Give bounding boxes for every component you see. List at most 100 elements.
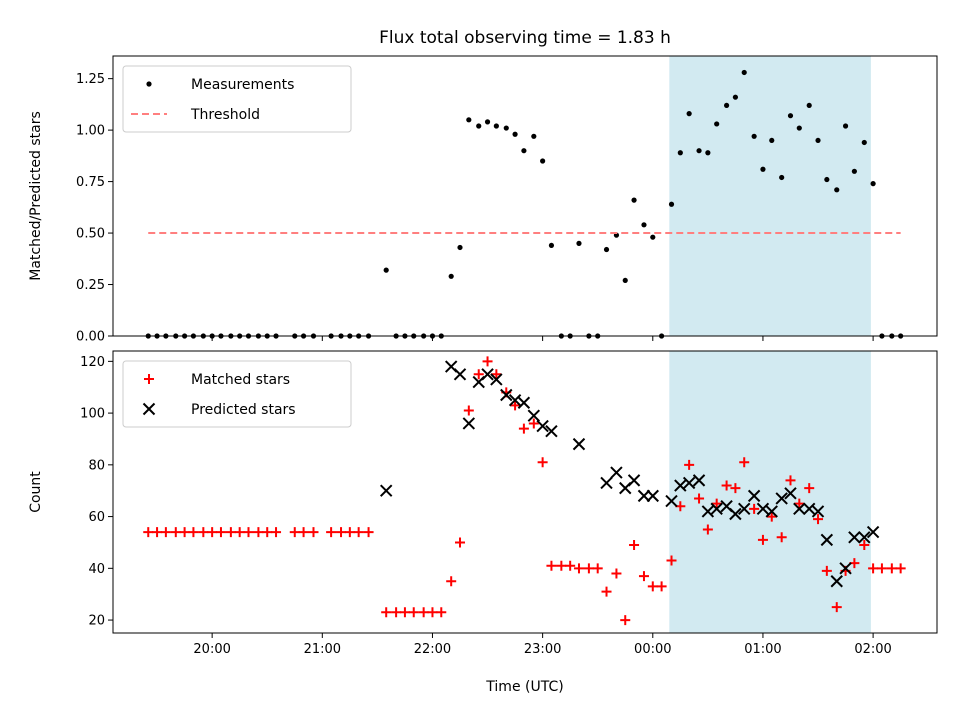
data-point [641, 222, 647, 228]
data-point [462, 417, 476, 430]
data-point [793, 502, 806, 516]
data-point [779, 174, 785, 181]
legend-box [122, 360, 352, 428]
y-tick-label: 80 [88, 458, 105, 473]
data-point [336, 527, 347, 538]
data-point [794, 498, 805, 509]
data-point [583, 563, 594, 574]
data-point [518, 423, 529, 434]
data-point [610, 466, 623, 479]
data-point [769, 137, 775, 144]
data-point [484, 119, 491, 125]
data-point [262, 527, 273, 538]
data-point [482, 356, 493, 367]
data-point [308, 527, 319, 538]
data-point [694, 493, 705, 504]
data-point [455, 537, 466, 548]
observing-window-span [669, 351, 871, 633]
y-tick-label: 1.25 [76, 72, 105, 87]
data-point [466, 117, 472, 123]
y-axis-label: Count [28, 471, 44, 513]
data-point [546, 560, 557, 571]
data-point [859, 540, 870, 551]
data-point [556, 560, 567, 571]
y-tick-label: 120 [80, 355, 105, 370]
data-point [629, 540, 640, 551]
data-point [834, 187, 840, 193]
data-point [537, 457, 548, 468]
data-point [868, 563, 879, 574]
data-point [876, 563, 887, 574]
data-point [601, 586, 612, 597]
data-point [848, 531, 861, 544]
data-point [391, 607, 402, 618]
y-tick-label: 100 [80, 407, 105, 422]
data-point [776, 532, 787, 543]
data-point [545, 424, 558, 438]
data-point [631, 197, 637, 203]
data-point [503, 125, 509, 131]
data-point [160, 527, 171, 538]
data-point [427, 607, 438, 618]
data-point [500, 388, 513, 402]
data-point [702, 524, 713, 535]
data-point [637, 489, 651, 503]
data-point [379, 484, 393, 497]
data-point [710, 502, 723, 516]
data-point [757, 534, 768, 545]
data-point [738, 502, 751, 516]
axes-frame [112, 350, 938, 634]
data-point [647, 581, 658, 592]
data-point [895, 563, 906, 574]
count-panel: 20:00 21:00 22:00 23:00 00:00 01:00 02:00 20 40 6… [28, 350, 938, 657]
y-tick-label: 20 [88, 614, 105, 629]
x-axis-label: Time (UTC) [485, 679, 563, 695]
data-point [784, 487, 797, 500]
data-point [418, 607, 429, 618]
y-tick-label: 60 [88, 510, 105, 525]
data-point [344, 527, 355, 538]
data-point [760, 166, 766, 172]
y-tick-label: 1.00 [76, 124, 105, 139]
data-point [521, 148, 527, 154]
data-point [381, 607, 392, 618]
data-point [824, 176, 830, 183]
data-point [751, 133, 757, 139]
data-point [732, 94, 739, 100]
data-point [512, 131, 518, 137]
data-point [831, 602, 842, 613]
data-point [701, 505, 715, 518]
data-point [714, 121, 720, 127]
data-point [622, 277, 628, 284]
data-point [448, 273, 454, 279]
data-point [493, 123, 499, 129]
data-point [741, 69, 747, 76]
data-point [686, 111, 692, 117]
data-point [603, 246, 610, 253]
y-tick-label: 0.75 [76, 175, 105, 190]
data-point [476, 123, 482, 129]
data-point [565, 560, 576, 571]
data-point [188, 527, 199, 538]
data-point [665, 494, 678, 508]
data-point [491, 369, 502, 380]
data-point [143, 527, 154, 538]
legend-label: Threshold [190, 107, 260, 123]
data-point [536, 419, 549, 433]
data-point [870, 181, 876, 187]
data-point [766, 511, 777, 522]
data-point [684, 459, 695, 470]
x-tick-label: 21:00 [304, 642, 341, 657]
axes-frame [112, 55, 938, 337]
data-point [803, 502, 816, 516]
data-point [861, 139, 867, 146]
series-predicted-stars [379, 360, 880, 588]
data-point [457, 244, 463, 251]
y-tick-label: 40 [88, 562, 105, 577]
series-matched-stars [143, 356, 906, 626]
x-tick-label: 00:00 [634, 642, 671, 657]
data-point [692, 474, 706, 487]
data-point [289, 527, 300, 538]
data-point [611, 568, 622, 579]
data-point [842, 123, 849, 129]
